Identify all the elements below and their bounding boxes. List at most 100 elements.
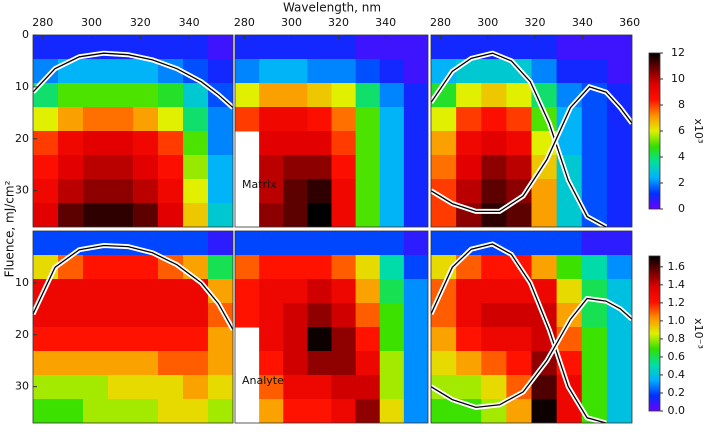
heat-cell: [355, 375, 381, 400]
heat-cell: [355, 83, 381, 108]
heat-cell: [208, 35, 233, 60]
heat-cell: [33, 155, 59, 180]
panel-frame: [32, 34, 234, 228]
heat-cell: [183, 203, 209, 227]
heat-cell: [355, 279, 381, 304]
heat-cell: [133, 107, 159, 132]
curve: [431, 52, 607, 227]
heat-cell: [259, 203, 284, 227]
x-tick-label: 320: [525, 16, 546, 29]
heat-cell: [403, 59, 428, 84]
heat-cell: [355, 155, 381, 180]
heat-cell: [183, 303, 209, 328]
y-tick-label: 10: [15, 80, 29, 93]
panel: [235, 231, 428, 423]
heat-cell: [481, 131, 507, 156]
heat-cell: [158, 203, 184, 227]
heat-cell: [506, 155, 532, 180]
heat-cell: [456, 107, 482, 132]
heat-cell: [456, 303, 482, 328]
heat-cell: [133, 399, 159, 423]
y-tick-label: 0: [22, 28, 29, 41]
heat-cell: [235, 59, 260, 84]
heat-cell: [259, 83, 284, 108]
heat-cell: [403, 327, 428, 352]
heat-cell: [283, 35, 308, 60]
heat-cell: [403, 107, 428, 132]
y-tick-label: 30: [15, 184, 29, 197]
heat-cell: [83, 107, 109, 132]
panel-label: Analyte: [242, 374, 284, 387]
heat-cell: [431, 131, 457, 156]
heat-cell: [531, 399, 558, 423]
heat-cell: [481, 375, 507, 400]
heat-cell: [456, 83, 482, 108]
heat-cell: [83, 279, 109, 304]
heat-cell: [307, 255, 332, 280]
heat-cell: [355, 203, 381, 227]
heat-cell: [283, 375, 308, 400]
heat-cell: [208, 231, 233, 256]
heat-cell: [235, 83, 260, 108]
panel: [431, 35, 632, 227]
heat-cell: [108, 327, 134, 352]
x-tick-label: 300: [281, 16, 302, 29]
heat-cell: [456, 279, 482, 304]
y-tick-label: 10: [15, 276, 29, 289]
heat-cell: [33, 375, 59, 400]
panel-frame: [430, 34, 633, 228]
heat-cell: [481, 351, 507, 376]
curve: [33, 52, 233, 109]
heat-cell: [481, 83, 507, 108]
heat-cell: [158, 399, 184, 423]
colorbar: [648, 52, 661, 210]
heat-cell: [403, 131, 428, 156]
heat-cell: [431, 351, 457, 376]
panel: [431, 231, 632, 423]
heat-cell: [158, 35, 184, 60]
heat-cell: [481, 327, 507, 352]
heat-cell: [481, 279, 507, 304]
heat-cell: [307, 203, 332, 227]
x-tick-label: 340: [375, 16, 396, 29]
heat-cell: [235, 279, 260, 304]
heat-cell: [208, 327, 233, 352]
heat-cell: [307, 131, 332, 156]
heat-cell: [481, 155, 507, 180]
heat-cell: [83, 83, 109, 108]
heat-cell: [606, 351, 632, 376]
heat-cell: [403, 375, 428, 400]
heat-cell: [355, 231, 381, 256]
heat-cell: [158, 131, 184, 156]
heat-cell: [83, 255, 109, 280]
panel: [235, 35, 428, 227]
heat-cell: [379, 327, 405, 352]
heat-cell: [83, 327, 109, 352]
panel-label: Matrix: [242, 178, 277, 191]
heat-cell: [58, 351, 84, 376]
heat-cell: [431, 203, 457, 227]
heat-cell: [83, 375, 109, 400]
heat-cell: [531, 231, 558, 256]
heat-cell: [208, 107, 233, 132]
heat-cell: [83, 399, 109, 423]
heat-cell: [283, 327, 308, 352]
heat-cell: [235, 303, 260, 328]
heat-cell: [283, 279, 308, 304]
heat-cell: [108, 375, 134, 400]
heat-cell: [355, 351, 381, 376]
heat-cell: [259, 327, 284, 352]
heat-cell: [331, 375, 357, 400]
heat-cell: [506, 303, 532, 328]
heat-cell: [355, 59, 381, 84]
heat-cell: [158, 155, 184, 180]
heat-cell: [307, 59, 332, 84]
heat-cell: [283, 131, 308, 156]
x-tick-label: 300: [477, 16, 498, 29]
x-axis-title: Wavelength, nm: [283, 1, 381, 15]
heat-cell: [403, 203, 428, 227]
heat-cell: [33, 35, 59, 60]
panel: [33, 231, 233, 423]
x-tick-label: 320: [130, 16, 151, 29]
heat-cell: [556, 83, 583, 108]
